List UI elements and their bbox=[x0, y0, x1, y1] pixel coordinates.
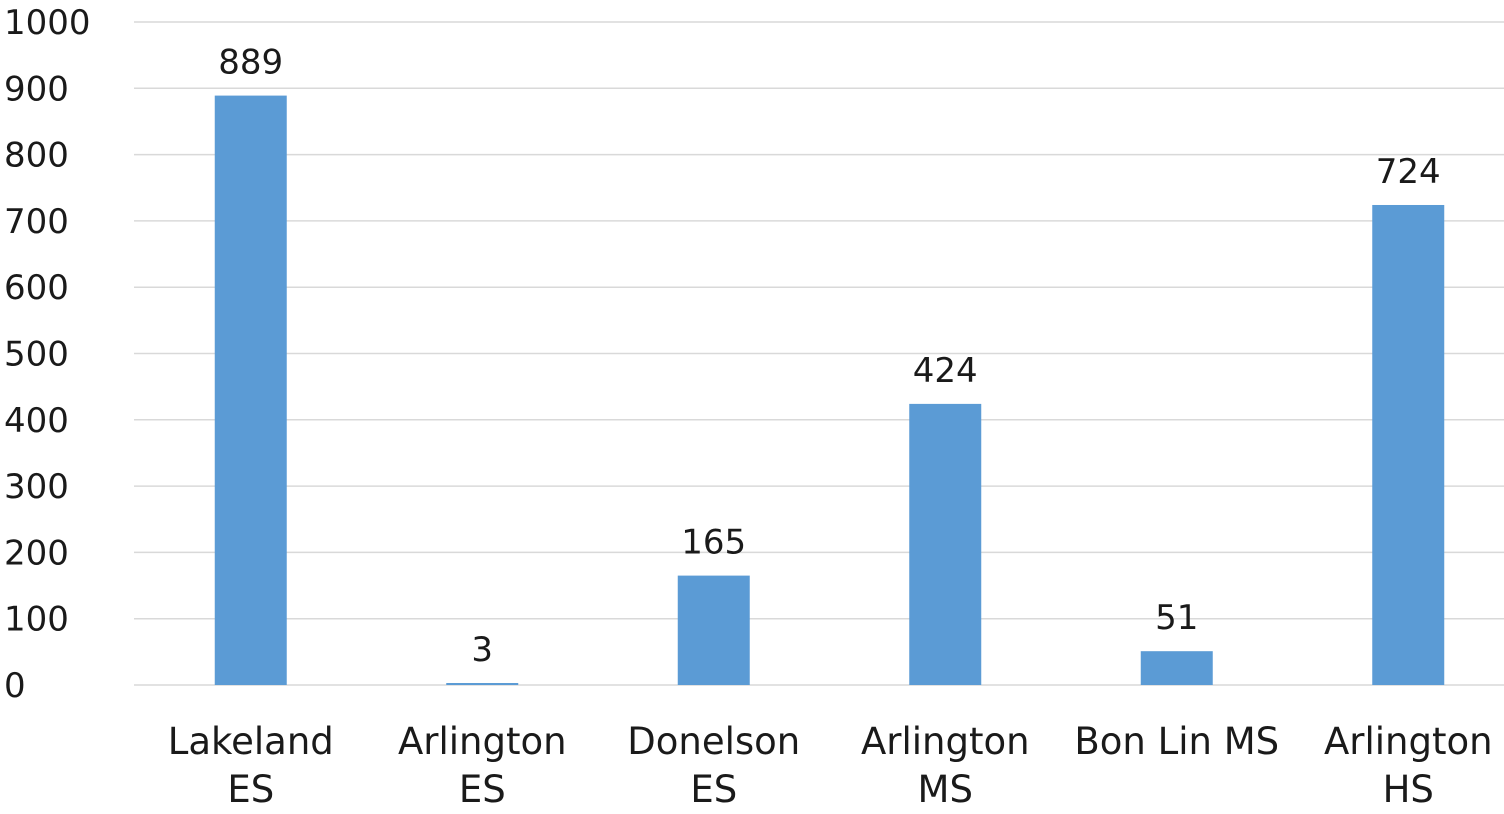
y-tick-label: 100 bbox=[4, 600, 69, 640]
y-tick-label: 500 bbox=[4, 335, 69, 375]
data-label: 165 bbox=[681, 523, 746, 563]
bar bbox=[214, 95, 287, 685]
x-category-label: ES bbox=[227, 768, 274, 810]
x-category-label: MS bbox=[918, 768, 973, 810]
data-label: 3 bbox=[471, 630, 493, 670]
bars bbox=[214, 95, 1445, 685]
y-tick-label: 800 bbox=[4, 136, 69, 176]
x-category-label: Arlington bbox=[1324, 720, 1493, 763]
data-label: 889 bbox=[218, 43, 283, 83]
y-tick-label: 900 bbox=[4, 69, 69, 109]
x-category-label: Arlington bbox=[861, 720, 1030, 763]
x-axis-category-labels: Lakeland ES Arlington ES Donelson ES Arlington… bbox=[168, 720, 1493, 811]
x-category-label: Bon Lin MS bbox=[1074, 720, 1279, 763]
bar bbox=[446, 683, 519, 685]
data-label: 424 bbox=[913, 351, 978, 391]
y-tick-label: 400 bbox=[4, 401, 69, 441]
x-category-label: Donelson bbox=[627, 720, 800, 763]
data-label: 51 bbox=[1155, 598, 1198, 638]
y-tick-label: 300 bbox=[4, 467, 69, 507]
y-tick-label: 1000 bbox=[4, 3, 91, 43]
y-tick-label: 700 bbox=[4, 202, 69, 242]
bar bbox=[677, 575, 750, 685]
x-category-label: ES bbox=[690, 768, 737, 810]
data-labels: 889 3 165 424 51 724 bbox=[218, 43, 1440, 670]
y-tick-label: 200 bbox=[4, 533, 69, 573]
bar bbox=[1372, 204, 1445, 685]
y-axis-tick-labels: 0 100 200 300 400 500 600 700 800 900 1000 bbox=[4, 3, 91, 706]
y-tick-label: 0 bbox=[4, 666, 26, 706]
bar bbox=[1140, 651, 1213, 685]
y-tick-label: 600 bbox=[4, 268, 69, 308]
gridlines bbox=[134, 21, 1504, 686]
x-category-label: Lakeland bbox=[168, 720, 334, 763]
x-category-label: ES bbox=[459, 768, 506, 810]
x-category-label: HS bbox=[1383, 768, 1434, 810]
data-label: 724 bbox=[1376, 152, 1441, 192]
x-category-label: Arlington bbox=[398, 720, 567, 763]
bar bbox=[909, 403, 982, 685]
